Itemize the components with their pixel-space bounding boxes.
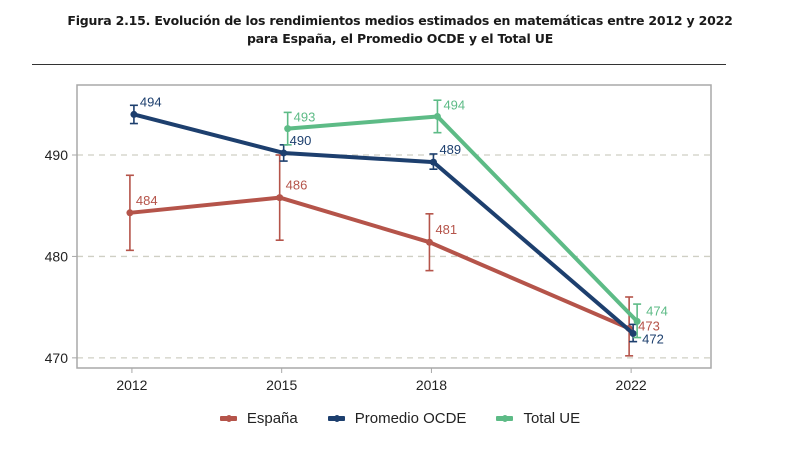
legend-label: Total UE bbox=[523, 410, 581, 427]
legend-label: Promedio OCDE bbox=[354, 410, 467, 427]
data-label: 489 bbox=[439, 142, 461, 157]
axes: 470 480 490 2012 2015 2018 2022 bbox=[45, 147, 647, 393]
series bbox=[125, 99, 642, 357]
plot-frame bbox=[76, 84, 712, 369]
data-label: 486 bbox=[286, 178, 308, 193]
legend-item: Promedio OCDE bbox=[327, 410, 467, 427]
data-point bbox=[629, 330, 637, 338]
legend: España Promedio OCDE Total UE bbox=[0, 410, 800, 427]
data-point bbox=[130, 110, 138, 118]
series-españa bbox=[125, 154, 634, 357]
x-tick-label: 2015 bbox=[266, 377, 297, 393]
data-label: 494 bbox=[140, 94, 162, 109]
legend-label: España bbox=[246, 410, 298, 427]
data-labels: 484 486 481 473 494 490 489 472 493 494 474 bbox=[136, 94, 668, 346]
data-point bbox=[433, 112, 441, 120]
x-tick-label: 2022 bbox=[616, 377, 647, 393]
data-point bbox=[429, 158, 437, 166]
legend-item: España bbox=[219, 410, 298, 427]
data-point bbox=[126, 209, 134, 217]
chart-title-line-1: Figura 2.15. Evolución de los rendimient… bbox=[67, 13, 733, 28]
legend-item: Total UE bbox=[496, 410, 580, 427]
y-tick-label: 470 bbox=[45, 350, 69, 366]
data-label: 481 bbox=[435, 222, 457, 237]
legend-swatch-icon bbox=[219, 415, 237, 422]
data-point bbox=[425, 238, 433, 246]
data-point bbox=[633, 317, 641, 325]
series-line bbox=[129, 195, 630, 331]
chart-title-line-2: para España, el Promedio OCDE y el Total… bbox=[246, 31, 554, 46]
y-tick-label: 480 bbox=[45, 248, 69, 264]
data-point bbox=[276, 194, 284, 202]
gridlines bbox=[77, 154, 711, 359]
data-point bbox=[280, 149, 288, 157]
title-divider bbox=[32, 64, 726, 65]
x-tick-label: 2012 bbox=[116, 377, 147, 393]
y-tick-label: 490 bbox=[45, 147, 69, 163]
chart-title: Figura 2.15. Evolución de los rendimient… bbox=[0, 12, 800, 48]
data-label: 474 bbox=[646, 303, 668, 318]
data-label: 484 bbox=[136, 193, 158, 208]
legend-swatch-icon bbox=[327, 415, 345, 422]
series-total-ue bbox=[283, 99, 642, 339]
legend-swatch-icon bbox=[496, 415, 514, 422]
series-promedio-ocde bbox=[129, 104, 638, 343]
series-line bbox=[133, 112, 635, 336]
data-label: 494 bbox=[443, 97, 465, 112]
data-label: 490 bbox=[290, 133, 312, 148]
data-label: 473 bbox=[638, 318, 660, 333]
x-tick-label: 2018 bbox=[416, 377, 447, 393]
data-label: 493 bbox=[294, 110, 316, 125]
data-label: 472 bbox=[642, 332, 664, 347]
data-point bbox=[284, 125, 292, 133]
